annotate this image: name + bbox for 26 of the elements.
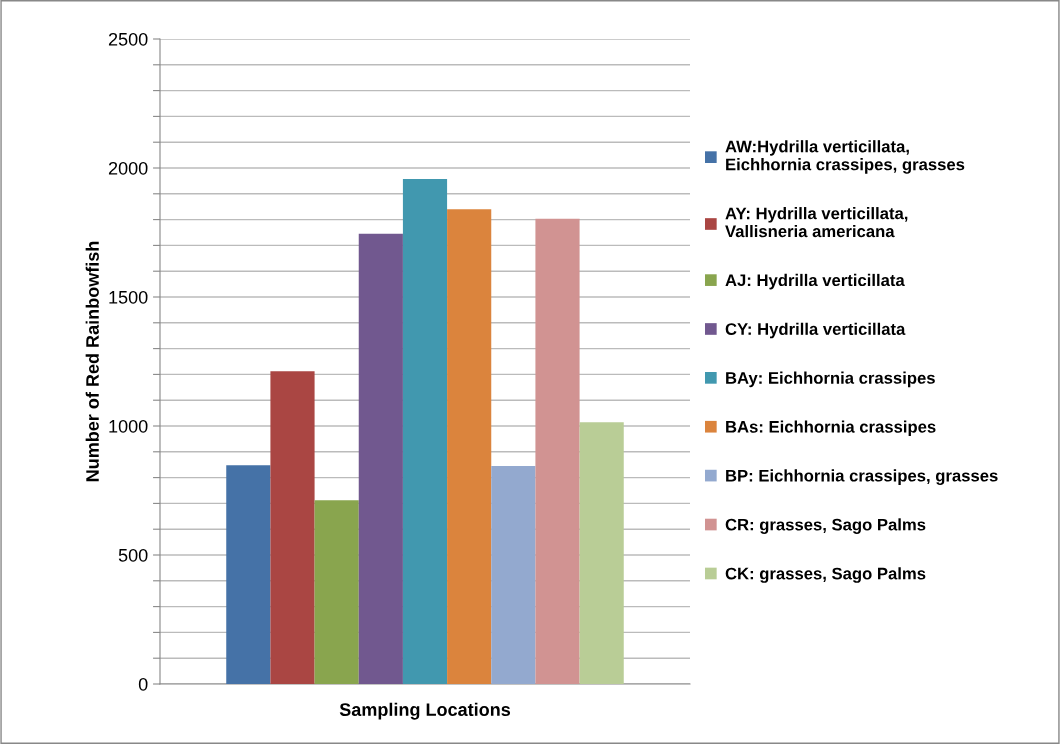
legend-label: AW:Hydrilla verticillata, Eichhornia crassipes, grasses xyxy=(725,140,965,174)
x-axis-title: Sampling Locations xyxy=(339,702,511,720)
legend-label: BAs: Eichhornia crassipes xyxy=(726,420,936,437)
bar xyxy=(402,179,448,684)
legend-label: CR: grasses, Sago Palms xyxy=(725,518,926,534)
legend-label: AJ: Hydrilla verticillata xyxy=(725,273,905,290)
legend-label: BP: Eichhornia crassipes, grasses xyxy=(726,469,998,485)
bar xyxy=(491,465,536,684)
legend-label: BAy: Eichhornia crassipes xyxy=(726,371,935,388)
bar xyxy=(447,209,492,684)
bar xyxy=(314,500,359,684)
y-tick-label: 1500 xyxy=(109,290,148,304)
legend-label: CK: grasses, Sago Palms xyxy=(725,567,926,583)
bar xyxy=(358,233,403,684)
y-tick-label: 1000 xyxy=(109,419,148,433)
y-tick-label: 0 xyxy=(138,677,148,691)
bar xyxy=(270,371,315,684)
bar xyxy=(579,422,624,684)
legend-label: AY: Hydrilla verticillata, Vallisneria americana xyxy=(725,207,908,238)
bar xyxy=(535,218,580,684)
bar xyxy=(226,465,271,684)
y-tick-label: 2500 xyxy=(108,32,148,46)
y-tick-label: 2000 xyxy=(108,161,148,175)
y-axis-title: Number of Red Rainbowfish xyxy=(85,241,99,482)
legend-label: CY: Hydrilla verticillata xyxy=(725,322,906,339)
y-tick-label: 500 xyxy=(118,548,148,562)
